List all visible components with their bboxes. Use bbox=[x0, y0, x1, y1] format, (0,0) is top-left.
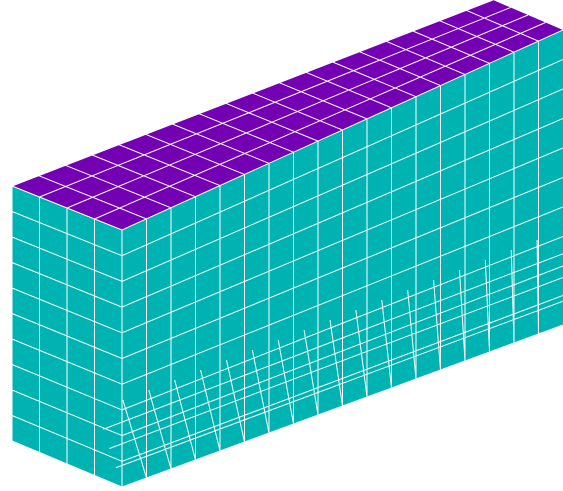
end-face-grid-line bbox=[11, 415, 123, 462]
top-face-grid-line bbox=[91, 154, 196, 198]
side-face-grid-line bbox=[121, 118, 563, 308]
bottom-face-grid-line bbox=[329, 319, 343, 407]
side-face-grid-line bbox=[121, 206, 563, 385]
side-face-grid-line bbox=[121, 59, 563, 257]
side-face-grid-line bbox=[121, 88, 563, 282]
mesh-grid-lines bbox=[11, 0, 563, 488]
end-face-grid-line bbox=[11, 287, 123, 334]
side-face-grid-line bbox=[121, 265, 563, 437]
top-face-grid-line bbox=[65, 164, 172, 209]
top-face-grid-line bbox=[305, 71, 392, 109]
side-face-grid-line bbox=[121, 147, 563, 334]
mesh-edge bbox=[11, 440, 123, 488]
bottom-face-grid-line bbox=[381, 299, 392, 389]
end-face-grid-line bbox=[11, 236, 123, 282]
top-face-grid-line bbox=[252, 92, 343, 131]
bottom-face-grid-line bbox=[148, 389, 172, 470]
top-face-grid-line bbox=[172, 123, 270, 164]
end-face-grid-line bbox=[11, 313, 123, 359]
top-face-grid-line bbox=[225, 102, 319, 142]
mesh-edge bbox=[121, 29, 563, 231]
top-face-grid-line bbox=[118, 144, 221, 187]
end-face-grid-line bbox=[11, 262, 123, 308]
bottom-face-grid-line bbox=[122, 399, 147, 479]
top-face-grid-line bbox=[145, 133, 245, 175]
top-face-grid-line bbox=[439, 20, 515, 53]
top-face-grid-line bbox=[359, 51, 441, 87]
end-face-grid-line bbox=[11, 211, 123, 257]
bottom-face-grid-line bbox=[510, 249, 515, 344]
mesh-edge bbox=[121, 324, 563, 488]
end-face-grid-line bbox=[11, 364, 123, 411]
bottom-face-grid-line bbox=[536, 239, 539, 335]
mesh-edge bbox=[11, 185, 123, 231]
bottom-face-grid-line bbox=[433, 279, 441, 371]
bottom-face-grid-line bbox=[277, 339, 294, 425]
bottom-face-grid-line bbox=[407, 289, 417, 380]
end-face-grid-line bbox=[11, 338, 123, 385]
end-face-grid-line bbox=[11, 389, 123, 437]
bottom-face-grid-line bbox=[251, 349, 270, 434]
bottom-face-grid-line bbox=[225, 359, 245, 443]
bottom-face-grid-line bbox=[303, 329, 319, 416]
mesh-edge bbox=[11, 0, 494, 187]
top-face-grid-line bbox=[38, 175, 147, 220]
bottom-face-grid-line bbox=[174, 379, 196, 461]
top-face-grid-line bbox=[279, 82, 368, 120]
bottom-face-grid-line bbox=[200, 369, 221, 452]
bottom-face-grid-line bbox=[355, 309, 368, 398]
bottom-face-grid-line bbox=[458, 269, 466, 362]
bottom-face-grid-line bbox=[484, 259, 490, 353]
side-face-grid-line bbox=[121, 236, 563, 411]
side-face-grid-line bbox=[121, 295, 563, 462]
top-face-grid-line bbox=[198, 113, 294, 153]
top-face-grid-line bbox=[332, 61, 417, 98]
top-face-grid-line bbox=[412, 30, 490, 64]
side-face-grid-line bbox=[121, 177, 563, 359]
top-face-grid-line bbox=[466, 9, 539, 42]
top-face-grid-line bbox=[385, 40, 466, 75]
